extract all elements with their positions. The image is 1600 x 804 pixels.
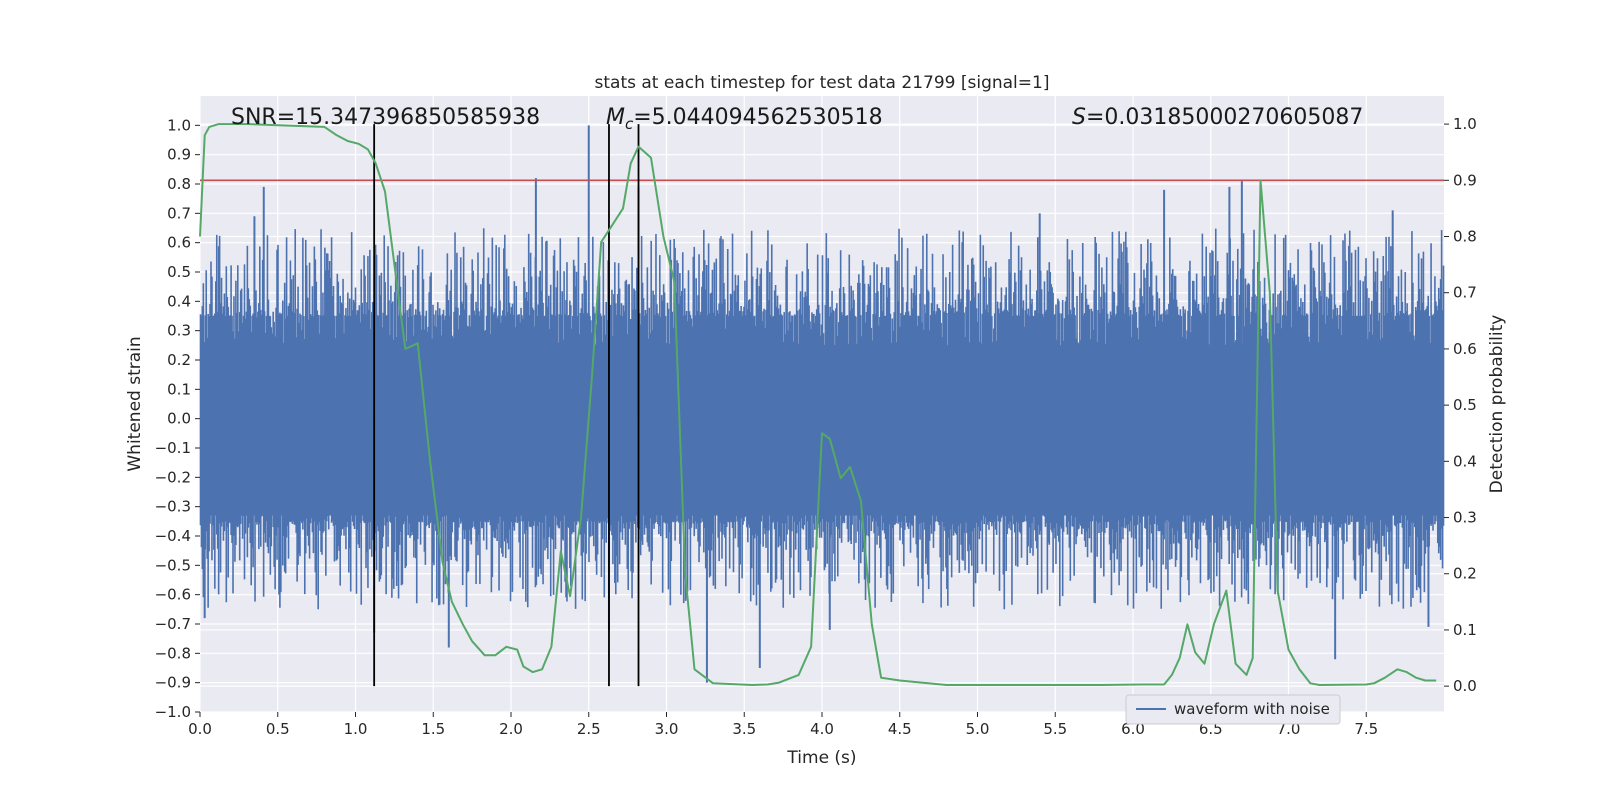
- chirp-mass-symbol: M: [606, 105, 625, 130]
- right-axis-ticks: 1.0 0.9 0.8 0.7 0.6 0.5 0.4 0.3 0.2 0.1 0.0: [1444, 115, 1477, 695]
- x-tick-label: 2.0: [499, 720, 523, 738]
- left-tick-label: −0.6: [155, 586, 191, 604]
- x-tick-label: 2.5: [577, 720, 601, 738]
- chirp-mass-subscript: c: [625, 115, 634, 133]
- left-tick-label: −1.0: [155, 703, 191, 721]
- chirp-mass-value: =5.044094562530518: [633, 105, 882, 130]
- y-axis-label-right: Detection probability: [1487, 315, 1507, 494]
- left-tick-label: −0.8: [155, 644, 191, 662]
- left-tick-label: 0.2: [167, 351, 191, 369]
- x-tick-label: 1.0: [344, 720, 368, 738]
- right-tick-label: 0.8: [1453, 228, 1477, 246]
- left-tick-label: −0.2: [155, 468, 191, 486]
- chart-title: stats at each timestep for test data 217…: [595, 73, 1050, 93]
- left-tick-label: 0.9: [167, 146, 191, 164]
- x-tick-label: 5.5: [1043, 720, 1067, 738]
- left-tick-label: 0.5: [167, 263, 191, 281]
- x-tick-label: 4.5: [888, 720, 912, 738]
- right-tick-label: 0.7: [1453, 284, 1477, 302]
- chirp-mass-annotation: Mc=5.044094562530518: [606, 105, 883, 133]
- left-axis-ticks: 1.0 0.9 0.8 0.7 0.6 0.5 0.4 0.3 0.2 0.1 0.0 −0.1 −0.…: [155, 116, 200, 721]
- s-value: =0.03185000270605087: [1086, 105, 1363, 130]
- x-tick-label: 4.0: [810, 720, 834, 738]
- y-axis-label-left: Whitened strain: [125, 336, 145, 471]
- legend-label-waveform: waveform with noise: [1174, 700, 1330, 718]
- left-tick-label: 0.1: [167, 380, 191, 398]
- x-tick-label: 0.5: [266, 720, 290, 738]
- right-tick-label: 0.1: [1453, 621, 1477, 639]
- x-tick-label: 3.5: [732, 720, 756, 738]
- left-tick-label: −0.5: [155, 556, 191, 574]
- left-tick-label: 0.7: [167, 204, 191, 222]
- snr-annotation: SNR=15.347396850585938: [231, 105, 540, 130]
- right-tick-label: 0.5: [1453, 396, 1477, 414]
- right-tick-label: 0.3: [1453, 509, 1477, 527]
- waveform-noise: [199, 228, 1445, 610]
- left-tick-label: −0.4: [155, 527, 191, 545]
- x-tick-label: 0.0: [188, 720, 212, 738]
- x-tick-label: 5.0: [966, 720, 990, 738]
- x-tick-label: 7.5: [1354, 720, 1378, 738]
- left-tick-label: −0.3: [155, 498, 191, 516]
- left-tick-label: 0.8: [167, 175, 191, 193]
- reference-lines: [200, 124, 1444, 687]
- right-tick-label: 0.2: [1453, 565, 1477, 583]
- right-tick-label: 0.0: [1453, 677, 1477, 695]
- legend: waveform with noise: [1125, 694, 1341, 725]
- left-tick-label: −0.9: [155, 674, 191, 692]
- probability-line: [199, 123, 1437, 686]
- x-axis-label: Time (s): [786, 748, 856, 768]
- left-tick-label: −0.7: [155, 615, 191, 633]
- s-annotation: S=0.03185000270605087: [1072, 105, 1363, 130]
- s-symbol: S: [1072, 105, 1086, 130]
- x-tick-label: 3.0: [655, 720, 679, 738]
- right-tick-label: 0.6: [1453, 340, 1477, 358]
- left-tick-label: 0.4: [167, 292, 191, 310]
- right-tick-label: 0.9: [1453, 171, 1477, 189]
- left-tick-label: 1.0: [167, 116, 191, 134]
- right-tick-label: 1.0: [1453, 115, 1477, 133]
- legend-box: [1125, 694, 1341, 725]
- probability-series: [199, 123, 1437, 686]
- left-tick-label: 0.0: [167, 410, 191, 428]
- left-tick-label: 0.6: [167, 234, 191, 252]
- left-tick-label: 0.3: [167, 322, 191, 340]
- left-tick-label: −0.1: [155, 439, 191, 457]
- x-tick-label: 1.5: [421, 720, 445, 738]
- x-axis-ticks: 0.0 0.5 1.0 1.5 2.0 2.5 3.0 3.5 4.0 4.5 5.0 5.5 6.0 6…: [188, 712, 1378, 738]
- right-tick-label: 0.4: [1453, 452, 1477, 470]
